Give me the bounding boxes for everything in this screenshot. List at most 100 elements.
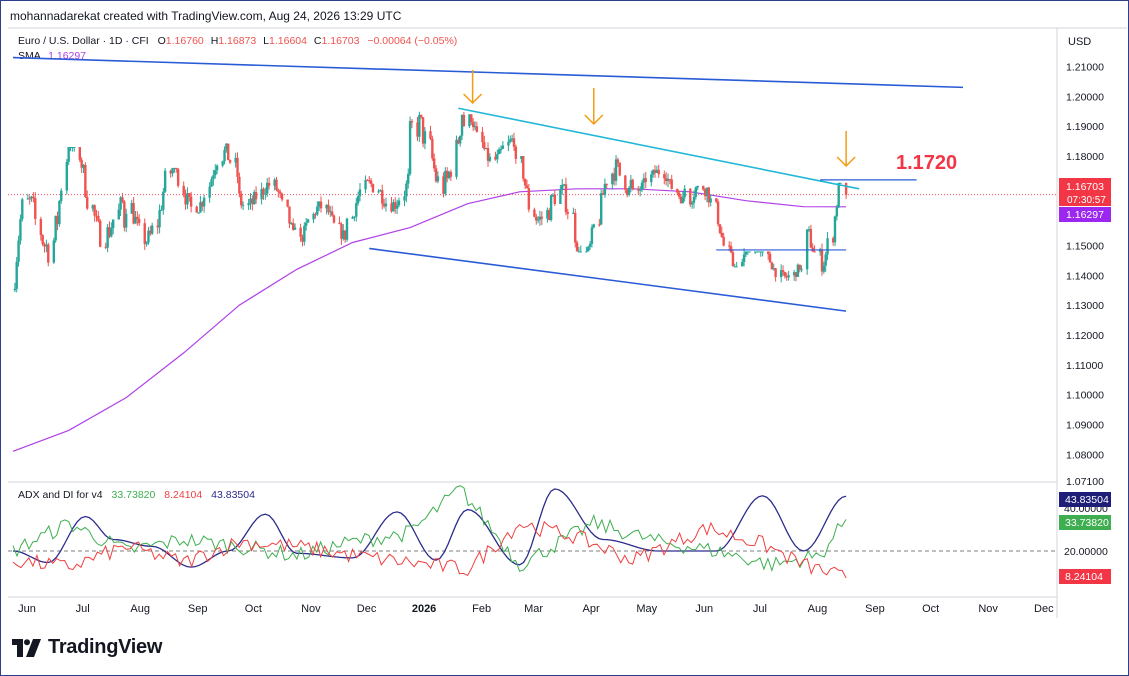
candle-body: [690, 202, 694, 205]
candle-body: [13, 288, 17, 291]
candle-body: [460, 114, 464, 136]
legend-change: −0.00064 (−0.05%): [367, 35, 457, 47]
candle-body: [442, 176, 445, 194]
candle-body: [266, 182, 269, 194]
currency-label[interactable]: USD: [1068, 36, 1091, 48]
candle-body: [835, 207, 839, 217]
legend-high-label: H: [211, 35, 219, 47]
candle-body: [839, 182, 842, 184]
candle-body: [82, 164, 85, 168]
legend-high: 1.16873: [218, 35, 256, 47]
candle-body: [603, 183, 607, 195]
candle-body: [405, 183, 408, 197]
candle-body: [642, 178, 646, 183]
candle-body: [650, 174, 653, 183]
last-price-badge: [1059, 178, 1111, 206]
candle-body: [54, 215, 57, 241]
time-axis-label: Aug: [808, 603, 828, 615]
level-annotation[interactable]: 1.1720: [896, 152, 957, 174]
candle-body: [499, 148, 503, 150]
candle-body: [703, 189, 707, 197]
candle-body: [509, 139, 512, 142]
candle-body: [384, 203, 388, 207]
candle-body: [299, 227, 302, 237]
candle-body: [382, 203, 386, 207]
candle-body: [705, 187, 709, 197]
candle-body: [512, 138, 516, 147]
brand-name: TradingView: [48, 636, 163, 658]
candle-body: [640, 182, 644, 190]
candle-body: [638, 189, 642, 191]
candle-body: [184, 194, 187, 205]
candle-body: [86, 197, 89, 209]
candle-body: [683, 188, 686, 198]
time-axis-label: Jul: [76, 603, 90, 615]
candle-body: [356, 196, 360, 204]
candle-body: [52, 240, 56, 263]
candle-body: [766, 251, 770, 254]
price-axis-ticks[interactable]: 1.210001.200001.190001.180001.170001.160…: [1066, 62, 1104, 489]
price-tick: 1.20000: [1066, 91, 1104, 103]
sma-layer: [8, 188, 1057, 452]
candle-body: [223, 150, 226, 162]
trendlines-layer[interactable]: [12, 56, 964, 312]
tradingview-logo[interactable]: TradingView: [12, 636, 162, 659]
candle-body: [614, 159, 618, 181]
candle-body: [471, 122, 475, 128]
candle-body: [301, 236, 304, 242]
candle-body: [45, 244, 48, 247]
candle-body: [692, 196, 696, 203]
candle-body: [664, 178, 668, 182]
candle-body: [599, 193, 603, 225]
candle-body: [744, 251, 748, 255]
candle-body: [754, 251, 757, 253]
candle-body: [759, 251, 762, 253]
candle-body: [80, 159, 83, 168]
candle-body: [455, 139, 458, 177]
candle-body: [822, 265, 826, 272]
candle-body: [694, 187, 698, 197]
candle-body: [278, 191, 282, 194]
sma-legend-label: SMA: [18, 50, 41, 62]
candle-body: [507, 141, 510, 146]
candle-body: [820, 249, 824, 272]
candle-body: [225, 143, 228, 151]
candle-body: [549, 195, 553, 221]
candle-body: [306, 219, 310, 223]
candle-body: [176, 169, 180, 186]
candle-body: [772, 268, 775, 270]
indicator-tick-20[interactable]: 20.00000: [1064, 546, 1108, 558]
candle-body: [826, 238, 829, 255]
candle-body: [342, 230, 345, 239]
candle-body: [228, 160, 232, 163]
time-axis[interactable]: Jun Jul Aug Sep Oct Nov Dec 2026 Feb Mar Apr May Jun…: [18, 603, 1054, 615]
minus-di-line: [12, 520, 847, 579]
candle-body: [197, 212, 200, 214]
candle-body: [657, 169, 660, 175]
candle-body: [702, 185, 705, 190]
candle-body: [651, 170, 655, 175]
candle-body: [316, 206, 319, 215]
candle-body: [290, 223, 293, 225]
candle-body: [156, 225, 159, 228]
candle-body: [421, 117, 425, 144]
time-axis-label: Jun: [695, 603, 713, 615]
candle-body: [575, 242, 579, 252]
candle-body: [523, 178, 527, 186]
candle-body: [572, 212, 575, 214]
candle-body: [286, 199, 289, 207]
candle-body: [559, 189, 562, 204]
candle-body: [612, 173, 616, 181]
candle-body: [447, 171, 451, 179]
candle-body: [145, 242, 148, 245]
candle-body: [566, 212, 569, 214]
candle-body: [34, 198, 37, 219]
candle-body: [147, 230, 150, 243]
arrows-layer: [463, 70, 856, 168]
candle-body: [809, 229, 813, 248]
minus-di-badge-value: 8.24104: [1065, 571, 1103, 583]
tradingview-logo-icon: [12, 638, 41, 657]
candle-body: [774, 268, 777, 278]
candle-body: [486, 148, 490, 161]
